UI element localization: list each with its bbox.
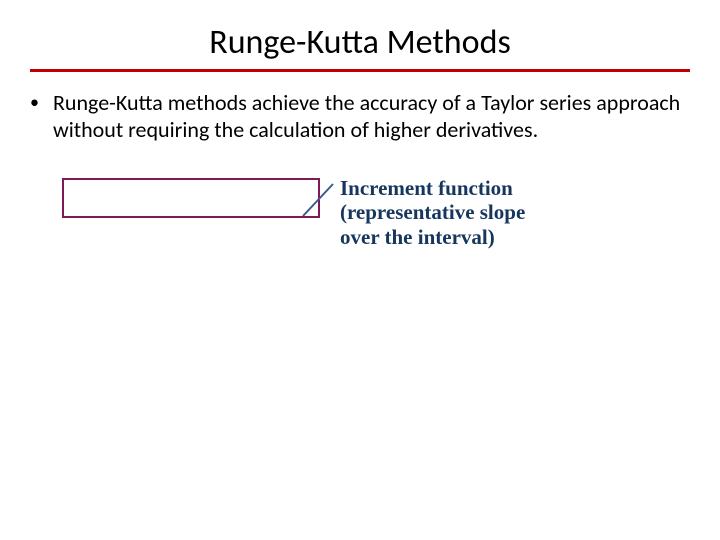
formula-box [62,178,320,218]
bullet-dot-icon: • [30,92,39,114]
title-underline [30,69,690,72]
bullet-item: • Runge-Kutta methods achieve the accura… [28,90,692,144]
annotation-text: Increment function (representative slope… [340,176,525,250]
annotation-line3: over the interval) [340,225,525,250]
page-title: Runge-Kutta Methods [28,22,692,63]
slide: Runge-Kutta Methods • Runge-Kutta method… [0,0,720,540]
diagram-region: Increment function (representative slope… [28,172,692,292]
bullet-text: Runge-Kutta methods achieve the accuracy… [53,90,686,144]
annotation-line1: Increment function [340,176,525,201]
annotation-line2: (representative slope [340,200,525,225]
